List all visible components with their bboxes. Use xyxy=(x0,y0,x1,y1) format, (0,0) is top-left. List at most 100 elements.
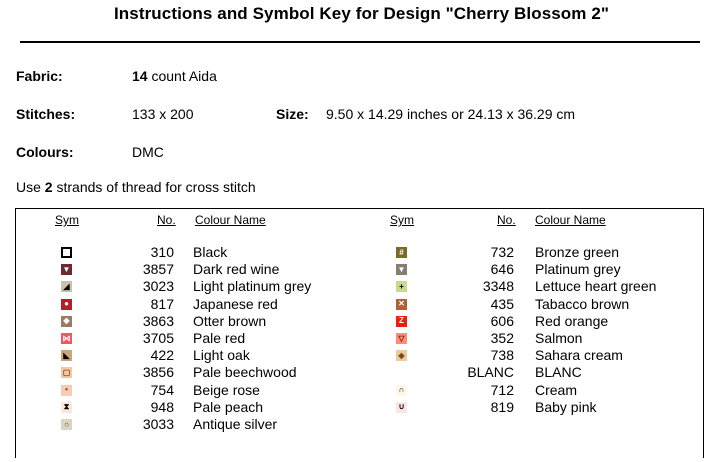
symbol-row: ∩ 712 Cream xyxy=(16,382,703,399)
colour-number: 646 xyxy=(490,261,514,278)
title-divider xyxy=(20,41,700,43)
symbol-row: Z 606 Red orange xyxy=(16,313,703,330)
symbol-row: #732 Bronze green xyxy=(16,244,703,261)
colour-number: 3348 xyxy=(482,278,514,295)
symbol-row: ◣ 422 Light oak xyxy=(16,347,703,364)
colour-name: Pale beechwood xyxy=(193,364,297,381)
name-header-right: Colour Name xyxy=(535,213,606,227)
sym-header-left: Sym xyxy=(55,213,79,227)
colour-number: 310 xyxy=(150,244,174,260)
hash-icon: # xyxy=(396,247,407,258)
symbol-row: ● 817 Japanese red xyxy=(16,296,703,313)
down-triangle-icon: ▼ xyxy=(61,264,72,276)
symbol-row: +3348 Lettuce heart green xyxy=(16,278,703,295)
colour-name: Lettuce heart green xyxy=(535,278,657,295)
colours-value: DMC xyxy=(132,144,164,160)
outline-triangle-icon: ▽ xyxy=(396,333,407,344)
symbol-row: ◆ 3863 Otter brown xyxy=(16,313,703,330)
symbol-row: ▽ 352 Salmon xyxy=(16,330,703,347)
bowtie-icon: ⋈ xyxy=(61,333,72,344)
colour-number: 817 xyxy=(150,295,174,312)
colour-number: 352 xyxy=(490,330,514,346)
colour-name: Japanese red xyxy=(193,295,278,312)
colour-name: Light platinum grey xyxy=(193,278,312,295)
sym-header-right: Sym xyxy=(390,213,414,227)
colour-name: Dark red wine xyxy=(193,261,280,278)
colour-name: Pale red xyxy=(193,330,246,346)
colour-number: 3856 xyxy=(142,364,174,381)
colour-name: Antique silver xyxy=(193,416,278,432)
colour-name: Pale peach xyxy=(193,398,264,415)
colour-name: Beige rose xyxy=(193,381,260,398)
stitches-value: 133 x 200 xyxy=(132,106,194,122)
z-icon: Z xyxy=(396,315,407,327)
colour-name: Sahara cream xyxy=(535,347,623,364)
name-header-left: Colour Name xyxy=(195,213,266,227)
symbol-row: • 754 Beige rose xyxy=(16,382,703,399)
ring-icon: ○ xyxy=(61,419,72,430)
colour-number: 3033 xyxy=(142,416,174,432)
symbol-row: BLANC BLANC xyxy=(16,364,703,381)
colour-number: 3857 xyxy=(142,261,174,278)
colours-label: Colours: xyxy=(16,144,74,160)
down-triangle-icon: ▼ xyxy=(396,264,407,276)
symbol-key-table: Sym No. Colour Name Sym No. Colour Name … xyxy=(15,208,704,458)
colour-number: 754 xyxy=(150,381,174,398)
arch-icon: ∩ xyxy=(396,384,407,396)
fabric-label: Fabric: xyxy=(16,68,63,84)
colour-name: Baby pink xyxy=(535,398,597,415)
colour-name: Otter brown xyxy=(193,312,267,329)
strands-count: 2 xyxy=(44,179,53,195)
symbol-row: ⋈ 3705 Pale red xyxy=(16,330,703,347)
corner-triangle-icon: ◣ xyxy=(61,350,72,362)
symbol-row: ▼ 646 Platinum grey xyxy=(16,261,703,278)
colour-name: Cream xyxy=(535,381,578,398)
colour-number: 948 xyxy=(150,398,174,415)
colour-number: 422 xyxy=(150,347,174,364)
symbol-row: ✕ 435 Tabacco brown xyxy=(16,296,703,313)
no-header-right: No. xyxy=(497,213,516,227)
diamond-icon: ◆ xyxy=(61,315,72,327)
dot-icon: • xyxy=(61,384,72,396)
x-icon: ✕ xyxy=(396,298,407,310)
fabric-count: 14 xyxy=(132,68,148,84)
symbol-row: ▼ 3857 Dark red wine xyxy=(16,261,703,278)
page-title: Instructions and Symbol Key for Design "… xyxy=(113,4,610,23)
symbol-row: ▢ 3856 Pale beechwood xyxy=(16,364,703,381)
colour-number: 738 xyxy=(490,347,514,364)
symbol-row: ○ 3033 Antique silver xyxy=(16,416,703,433)
half-triangle-icon: ◢ xyxy=(61,281,72,293)
symbol-row: ◆ 738 Sahara cream xyxy=(16,347,703,364)
colour-number: 732 xyxy=(490,244,514,260)
colour-number: 3863 xyxy=(142,312,174,329)
fabric-value: 14 count Aida xyxy=(132,68,217,84)
colour-name: Red orange xyxy=(535,312,609,329)
symbol-row: 310 Black xyxy=(16,244,703,261)
colour-number: 819 xyxy=(490,398,514,415)
colour-number: 606 xyxy=(490,312,514,329)
colour-name: Light oak xyxy=(193,347,250,364)
circle-icon: ● xyxy=(61,298,72,310)
colour-number: 3023 xyxy=(142,278,174,295)
colour-name: Salmon xyxy=(535,330,583,346)
cup-icon: ∪ xyxy=(396,401,407,413)
size-label: Size: xyxy=(276,106,309,122)
hollow-square-icon xyxy=(61,247,72,258)
fabric-type: count Aida xyxy=(147,68,217,84)
square-outline-icon: ▢ xyxy=(61,367,72,379)
symbol-row: ∪ 819 Baby pink xyxy=(16,399,703,416)
small-diamond-icon: ◆ xyxy=(396,350,407,362)
symbol-row: ⧗ 948 Pale peach xyxy=(16,399,703,416)
colour-name: Black xyxy=(193,244,228,260)
hourglass-icon: ⧗ xyxy=(61,401,72,413)
size-value: 9.50 x 14.29 inches or 24.13 x 36.29 cm xyxy=(326,106,576,122)
colour-name: Bronze green xyxy=(535,244,620,260)
colour-number: 3705 xyxy=(142,330,174,346)
plus-icon: + xyxy=(396,281,407,293)
no-header-left: No. xyxy=(157,213,176,227)
colour-number: BLANC xyxy=(467,364,514,381)
colour-name: BLANC xyxy=(535,364,582,381)
stitches-label: Stitches: xyxy=(16,106,76,122)
colour-name: Platinum grey xyxy=(535,261,621,278)
colour-number: 435 xyxy=(490,295,514,312)
